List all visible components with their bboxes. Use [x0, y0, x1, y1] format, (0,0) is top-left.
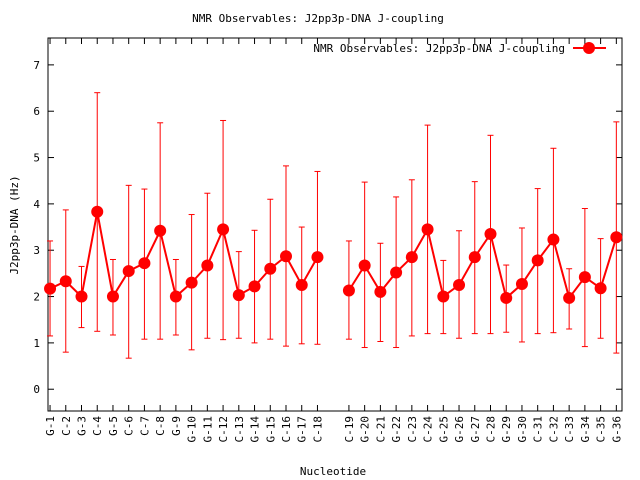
data-point — [264, 262, 277, 275]
x-tick-label: C-31 — [532, 416, 545, 443]
x-tick-label: C-21 — [374, 416, 387, 443]
data-point — [91, 205, 104, 218]
data-point — [154, 224, 167, 237]
x-tick-label: G-34 — [579, 416, 592, 443]
data-point — [75, 290, 88, 303]
x-tick-label: C-12 — [217, 416, 230, 443]
data-point — [201, 259, 214, 272]
x-axis-label: Nucleotide — [300, 465, 366, 478]
x-tick-label: C-35 — [595, 416, 608, 443]
x-tick-label: G-1 — [44, 416, 57, 436]
x-tick-label: G-29 — [500, 416, 513, 443]
data-point — [437, 290, 450, 303]
data-point — [594, 282, 607, 295]
data-point — [248, 280, 261, 293]
x-tick-label: C-24 — [422, 416, 435, 443]
x-tick-label: G-5 — [107, 416, 120, 436]
x-tick-label: G-22 — [390, 416, 403, 443]
legend-marker — [583, 42, 595, 54]
x-tick-label: C-33 — [563, 416, 576, 443]
data-point — [390, 266, 403, 279]
x-tick-label: G-25 — [437, 416, 450, 443]
y-axis-label: J2pp3p-DNA (Hz) — [8, 175, 21, 274]
x-tick-label: C-28 — [484, 416, 497, 443]
x-tick-label: C-23 — [406, 416, 419, 443]
data-point — [468, 251, 481, 264]
data-point — [610, 231, 623, 244]
x-tick-label: G-9 — [170, 416, 183, 436]
x-tick-label: G-17 — [296, 416, 309, 443]
data-point — [232, 289, 245, 302]
data-point — [138, 257, 151, 270]
x-tick-label: G-27 — [469, 416, 482, 443]
y-tick-label: 2 — [33, 291, 40, 304]
x-tick-label: C-18 — [311, 416, 324, 443]
data-point — [358, 259, 371, 272]
data-point — [185, 276, 198, 289]
legend: NMR Observables: J2pp3p-DNA J-coupling — [313, 42, 606, 55]
x-tick-label: C-6 — [123, 416, 136, 436]
data-point — [547, 233, 560, 246]
data-point — [421, 223, 434, 236]
x-tick-label: G-36 — [610, 416, 623, 443]
x-tick-label: C-8 — [154, 416, 167, 436]
y-tick-label: 1 — [33, 337, 40, 350]
y-tick-label: 5 — [33, 152, 40, 165]
x-tick-label: C-32 — [547, 416, 560, 443]
x-tick-label: G-30 — [516, 416, 529, 443]
data-point — [217, 223, 230, 236]
data-point — [295, 278, 308, 291]
x-tick-label: C-7 — [138, 416, 151, 436]
series-line — [49, 211, 319, 300]
data-point — [578, 271, 591, 284]
x-tick-label: C-16 — [280, 416, 293, 443]
data-point — [342, 284, 355, 297]
data-point — [280, 250, 292, 263]
x-tick-label: C-4 — [91, 416, 104, 436]
x-tick-label: G-3 — [76, 416, 89, 436]
x-tick-label: C-19 — [343, 416, 356, 443]
y-tick-label: 7 — [33, 59, 40, 72]
x-tick-label: G-26 — [453, 416, 466, 443]
series-line — [348, 226, 618, 301]
x-tick-label: G-15 — [264, 416, 277, 443]
data-point — [405, 251, 418, 264]
data-point — [500, 291, 513, 304]
data-point — [106, 290, 119, 303]
x-tick-label: C-13 — [233, 416, 246, 443]
data-point — [374, 285, 387, 298]
data-point — [169, 290, 182, 303]
data-point — [531, 254, 544, 267]
legend-label: NMR Observables: J2pp3p-DNA J-coupling — [313, 42, 565, 55]
y-tick-label: 6 — [33, 105, 40, 118]
x-tick-label: G-20 — [359, 416, 372, 443]
y-tick-label: 3 — [33, 244, 40, 257]
data-point — [453, 278, 466, 291]
data-point — [563, 291, 576, 304]
y-tick-label: 0 — [33, 383, 40, 396]
data-point — [59, 275, 72, 288]
plot-border — [47, 37, 623, 412]
chart-title: NMR Observables: J2pp3p-DNA J-coupling — [192, 12, 444, 25]
data-point — [311, 251, 324, 264]
x-tick-label: G-10 — [186, 416, 199, 443]
x-tick-label: C-2 — [60, 416, 73, 436]
data-point — [484, 227, 497, 240]
x-tick-label: G-11 — [201, 416, 214, 443]
data-point — [44, 282, 57, 295]
data-point — [515, 278, 528, 291]
x-tick-label: G-14 — [249, 416, 262, 443]
y-tick-label: 4 — [33, 198, 40, 211]
data-point — [122, 265, 135, 278]
